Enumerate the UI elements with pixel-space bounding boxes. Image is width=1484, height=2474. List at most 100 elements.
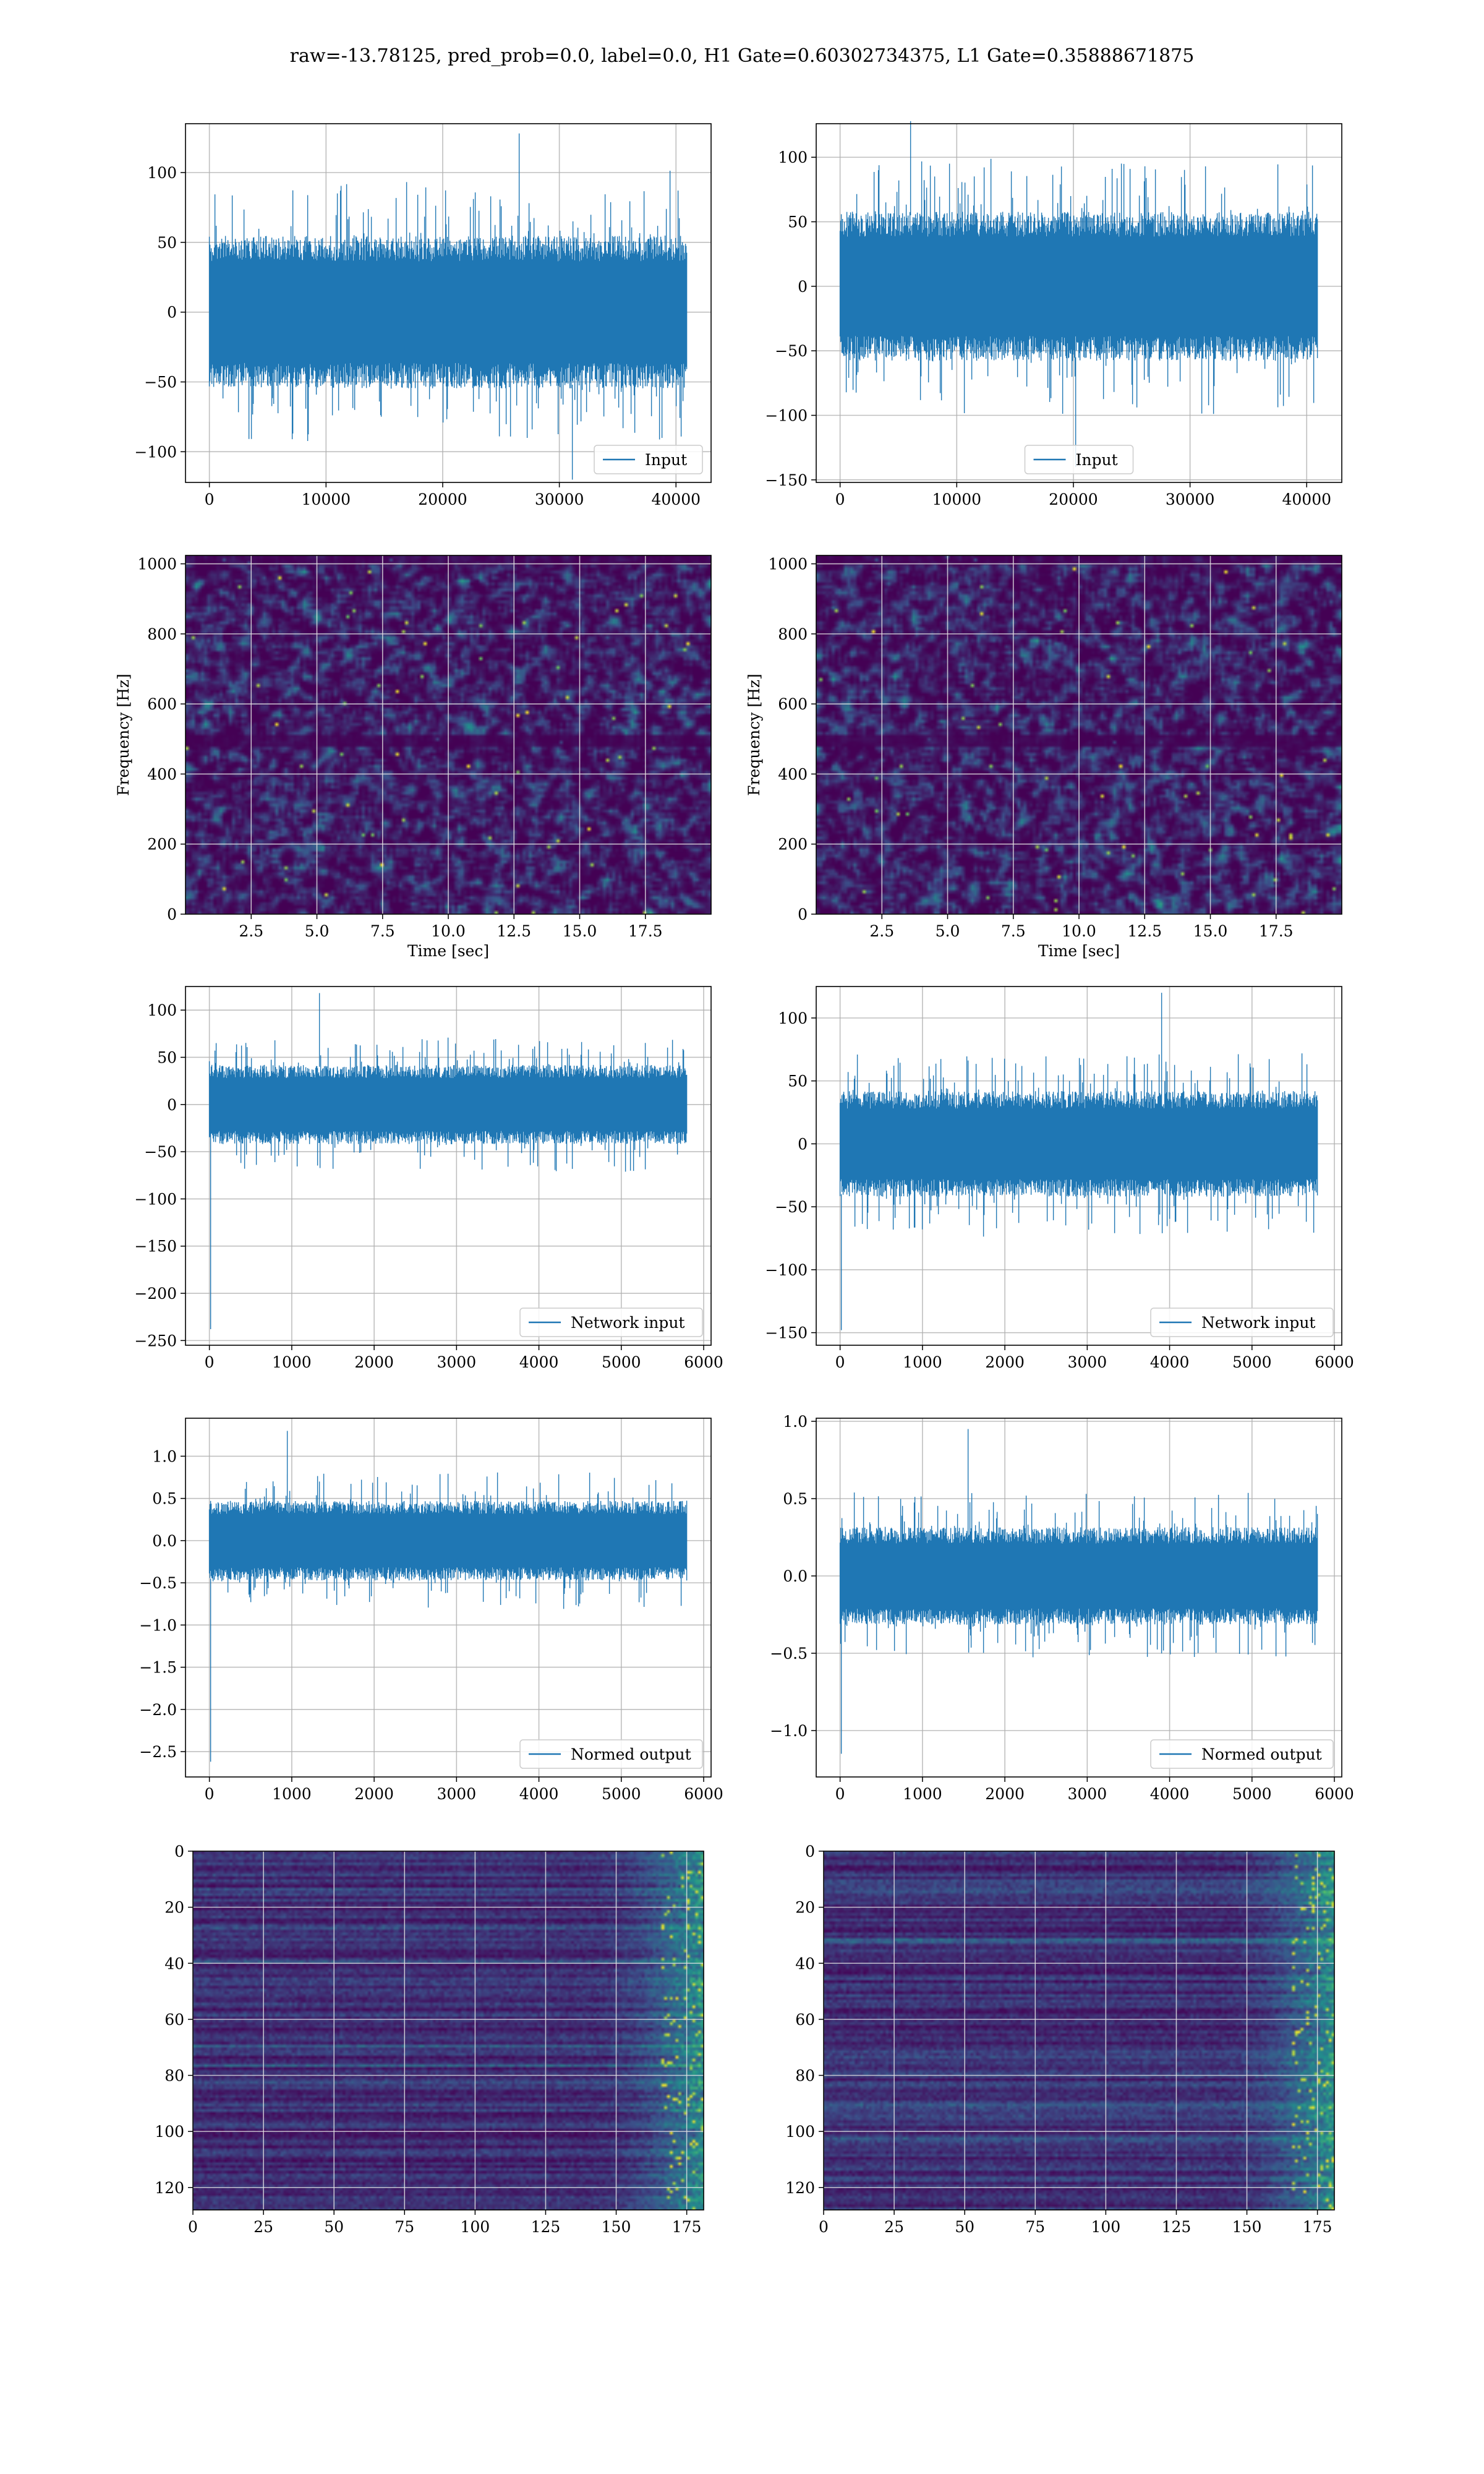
x-tick-label: 3000 [437,1785,477,1803]
grid-lines [186,987,711,1345]
x-tick-label: 0 [835,490,845,508]
legend-box [519,1308,703,1337]
legend-label: Network input [571,1314,684,1332]
x-tick-label: 30000 [535,490,584,508]
y-tick-label: 600 [147,695,177,713]
y-tick-label: 0 [174,1843,184,1860]
y-axis-label: Frequency [Hz] [114,674,132,796]
x-tick-label: 0 [819,2218,829,2236]
y-tick-label: −0.5 [770,1645,808,1663]
x-tick-label: 0 [205,490,215,508]
axes-frame [185,123,712,483]
x-tick-label: 40000 [1282,490,1331,508]
signal-line [839,1429,1318,1754]
x-tick-label: 0 [205,1785,215,1803]
x-tick-label: 175 [672,2218,702,2236]
plot-area [186,1418,711,1777]
y-tick-label: 1.0 [783,1413,808,1431]
axes-frame [823,1851,1335,2211]
y-tick-label: 120 [155,2179,184,2197]
x-tick-label: 7.5 [370,922,395,940]
subplot-grid: 0 10000 20000 30000 40000−100−50050100Input0… [114,121,1354,2236]
y-tick-label: −100 [765,407,808,425]
x-tick-label: 75 [394,2218,414,2236]
y-tick-label: 120 [785,2179,815,2197]
y-tick-label: −2.0 [139,1701,177,1719]
legend-label: Normed output [1201,1745,1322,1763]
x-tick-label: 100 [460,2218,490,2236]
y-tick-label: 0.5 [152,1490,177,1508]
legend-box [1024,445,1134,474]
x-tick-label: 6000 [684,1785,723,1803]
y-tick-label: 50 [157,234,177,252]
x-tick-label: 0 [188,2218,198,2236]
x-tick-label: 12.5 [1127,922,1162,940]
y-tick-label: −50 [775,342,808,360]
axes-frame [816,986,1342,1346]
x-tick-label: 6000 [1315,1785,1354,1803]
legend-label: Input [1076,451,1118,469]
y-tick-label: 50 [788,213,808,231]
x-tick-label: 2.5 [239,922,263,940]
x-tick-label: 2000 [985,1785,1025,1803]
signal-line [208,133,688,480]
activation-heatmap-image [824,1851,1334,2210]
axes-frame [816,1418,1342,1778]
y-tick-label: 60 [164,2011,184,2029]
l1-spectrogram-panel: 2.5 5.0 7.5 10.0 12.5 15.0 17.5 0 200 400 600 800 10… [745,555,1342,960]
x-tick-label: 150 [1232,2218,1262,2236]
y-tick-label: 100 [778,148,808,166]
y-tick-label: 80 [164,2067,184,2085]
axes-frame [185,986,712,1346]
x-tick-label: 100 [1091,2218,1120,2236]
y-tick-label: −250 [134,1332,177,1350]
x-tick-label: 40000 [651,490,701,508]
l1-activation-map-panel: 0 25 50 75 100 125 150 175 0 20 40 60 80 100 120 [785,1843,1335,2236]
y-tick-label: 40 [795,1954,815,1972]
legend-box [1150,1308,1334,1337]
y-tick-label: 0 [798,905,808,923]
y-tick-label: −200 [134,1285,177,1303]
legend-box [519,1739,703,1769]
x-tick-label: 4000 [519,1785,559,1803]
y-tick-label: 1000 [137,555,177,573]
y-tick-label: −50 [144,374,177,392]
x-tick-label: 50 [324,2218,344,2236]
y-tick-label: −100 [134,1190,177,1208]
grid-lines [192,1851,704,2210]
h1-spectrogram-panel: 2.5 5.0 7.5 10.0 12.5 15.0 17.5 0 200 400 600 800 10… [114,555,712,960]
y-tick-label: 100 [147,1001,177,1019]
x-tick-label: 1000 [272,1353,312,1371]
x-tick-label: 15.0 [563,922,597,940]
x-tick-label: 25 [254,2218,273,2236]
x-tick-label: 2.5 [869,922,894,940]
x-tick-label: 12.5 [497,922,531,940]
x-tick-label: 2000 [354,1785,394,1803]
x-tick-label: 1000 [903,1353,942,1371]
x-tick-label: 1000 [903,1785,942,1803]
y-tick-label: 20 [164,1899,184,1917]
signal-line [839,993,1318,1330]
y-tick-label: −100 [134,443,177,461]
legend: Network input [1150,1308,1334,1337]
y-tick-label: 200 [147,836,177,854]
x-tick-label: 50 [955,2218,974,2236]
x-tick-label: 10000 [932,490,982,508]
y-tick-label: 40 [164,1954,184,1972]
x-tick-label: 0 [835,1785,845,1803]
x-tick-label: 10.0 [431,922,466,940]
y-tick-label: 1000 [768,555,808,573]
x-tick-label: 3000 [1068,1353,1107,1371]
x-tick-label: 6000 [1315,1353,1354,1371]
y-tick-label: 400 [778,765,808,783]
y-tick-label: 0.5 [783,1490,808,1508]
y-tick-label: −150 [765,471,808,489]
y-tick-label: 20 [795,1899,815,1917]
x-axis-label: Time [sec] [1038,942,1120,960]
legend-box [594,445,703,474]
h1-input-panel: 0 10000 20000 30000 40000 −100 −50 0 50 100 Input [134,123,712,508]
x-tick-label: 125 [1162,2218,1192,2236]
x-tick-label: 5000 [602,1353,641,1371]
y-tick-label: 0 [167,1096,177,1114]
